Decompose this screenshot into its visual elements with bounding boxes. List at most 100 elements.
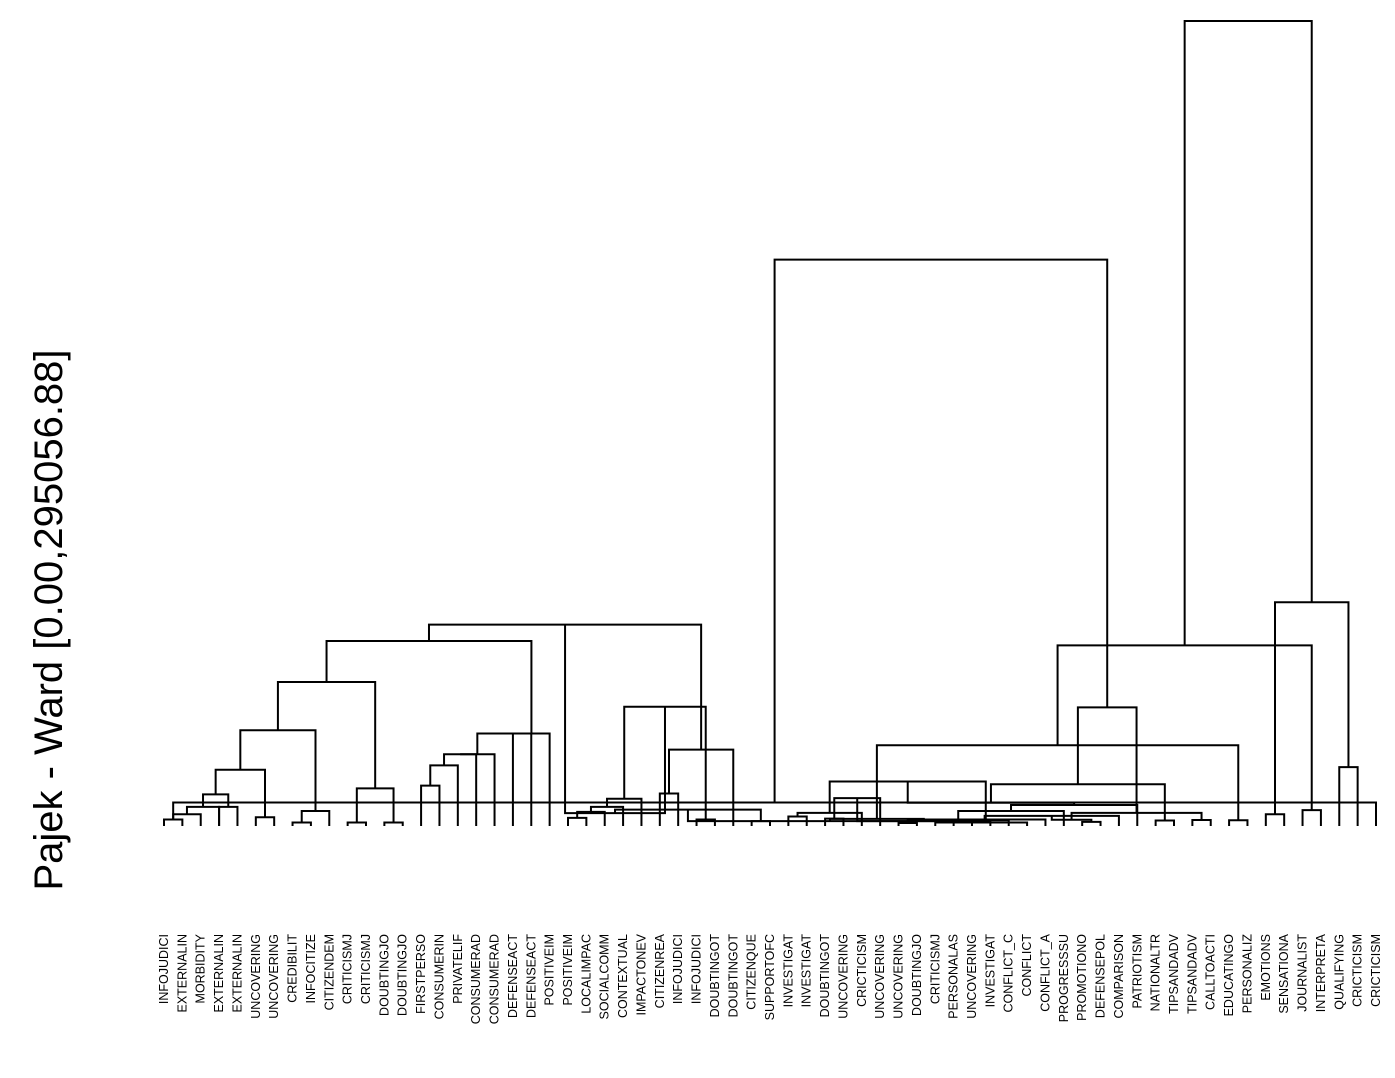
leaf-label: QUALIFYING: [1332, 934, 1346, 1010]
dendrogram-branch: [163, 818, 184, 826]
dendrogram-branch: [614, 808, 762, 822]
leaf-label: CONSUMERAD: [469, 934, 483, 1024]
dendrogram-branch: [420, 784, 441, 826]
leaf-label: CONTEXTUAL: [616, 934, 630, 1018]
leaf-label: CALLTOACTI: [1204, 934, 1218, 1010]
leaf-label: EXTERNALIN: [175, 934, 189, 1013]
dendrogram-branch: [185, 805, 221, 826]
leaf-labels: INFOJUDICI EXTERNALIN MORBIDITY EXTERNALIN E…: [157, 933, 1383, 1024]
leaf-label: INVESTIGAT: [800, 934, 814, 1008]
leaf-label: MORBIDITY: [194, 933, 208, 1003]
leaf-label: CONFLICT_C: [1002, 934, 1016, 1012]
dendrogram-branch: [1183, 20, 1313, 646]
dendrogram-branch: [1228, 819, 1249, 826]
leaf-label: DEFENSEACT: [524, 934, 538, 1018]
dendrogram-branch: [944, 821, 1029, 826]
dendrogram-branch: [1076, 706, 1138, 813]
leaf-label: DOUBTINGJO: [396, 934, 410, 1016]
dendrogram-branch: [576, 810, 606, 826]
dendrogram-branch: [1056, 644, 1313, 811]
leaf-label: DOUBTINGOT: [708, 934, 722, 1018]
leaf-label: PERSONALIZ: [1240, 934, 1254, 1014]
leaf-label: UNCOVERING: [965, 934, 979, 1019]
dendrogram-branch: [172, 801, 1377, 826]
leaf-label: DEFENSEPOL: [1094, 934, 1108, 1018]
dendrogram-branch: [443, 753, 478, 826]
leaf-label: COMPARISON: [1112, 934, 1126, 1019]
dendrogram-branch: [460, 753, 496, 826]
leaf-label: CITIZENDEM: [322, 934, 336, 1010]
leaf-label: CRICTICISM: [1369, 934, 1383, 1007]
leaf-label: SOCIALCOMM: [598, 934, 612, 1019]
leaf-label: PROMOTIONO: [1075, 934, 1089, 1021]
dendrogram-branch: [254, 816, 276, 826]
leaf-label: POSITIVEIM: [543, 934, 557, 1006]
dendrogram-branch: [983, 814, 1120, 826]
leaf-label: UNCOVERING: [892, 934, 906, 1019]
dendrogram-branch: [1338, 766, 1359, 826]
leaf-label: INFOJUDICI: [690, 934, 704, 1004]
leaf-label: CRITICISMJ: [928, 934, 942, 1004]
leaf-label: CRICTICISM: [1351, 934, 1365, 1007]
leaf-label: POSITIVEIM: [561, 934, 575, 1006]
leaf-label: FIRSTPERSO: [414, 934, 428, 1014]
leaf-label: INVESTIGAT: [983, 934, 997, 1008]
dendrogram-branch: [1191, 818, 1212, 826]
dendrogram-branch: [325, 640, 533, 734]
dendrogram-branch: [427, 623, 703, 750]
leaf-label: PROGRESSSU: [1057, 934, 1071, 1022]
leaf-label: DEFENSEACT: [506, 934, 520, 1018]
leaf-label: TIPSANDADV: [1167, 933, 1181, 1014]
dendrogram-branch: [355, 787, 395, 823]
dendrogram-branch: [291, 821, 312, 826]
dendrogram-branch: [383, 821, 404, 826]
leaf-label: EDUCATINGO: [1222, 934, 1236, 1017]
dendrogram-branch: [875, 744, 1240, 821]
leaf-label: CITIZENREA: [653, 933, 667, 1008]
leaf-label: INFOCITIZE: [304, 934, 318, 1003]
dendrogram-branch: [300, 809, 331, 826]
dendrogram-branch: [218, 805, 239, 826]
dendrogram-branch: [1301, 809, 1322, 826]
dendrogram-branch: [346, 821, 367, 826]
leaf-label: CRITICISMJ: [359, 934, 373, 1004]
leaf-label: EXTERNALIN: [230, 934, 244, 1013]
dendrogram-branch: [564, 624, 666, 815]
dendrogram-branch: [1050, 815, 1093, 822]
dendrogram-branch: [567, 816, 588, 826]
dendrogram-branch: [897, 821, 918, 826]
leaf-label: CRICTICISM: [855, 934, 869, 1007]
dendrogram-branch: [276, 680, 377, 789]
leaf-label: INVESTIGAT: [781, 934, 795, 1008]
leaf-label: CONSUMERAD: [488, 934, 502, 1024]
leaf-label: NATIONALTR: [1149, 934, 1163, 1011]
leaf-label: UNCOVERING: [249, 934, 263, 1019]
leaf-label: UNCOVERING: [873, 934, 887, 1019]
dendrogram-branches: [163, 20, 1377, 826]
leaf-label: PRIVATELIF: [451, 934, 465, 1004]
y-axis-label: Pajek - Ward [0.00,295056.88]: [27, 349, 71, 890]
dendrogram-branch: [833, 797, 882, 826]
leaf-label: DOUBTINGOT: [818, 934, 832, 1018]
leaf-label: CONFLICT_A: [1038, 933, 1052, 1011]
dendrogram-branch: [1264, 813, 1286, 826]
dendrogram-branch: [429, 764, 459, 826]
leaf-label: CONSUMERIN: [432, 934, 446, 1019]
dendrogram-branch: [1081, 820, 1102, 826]
leaf-label: EXTERNALIN: [212, 934, 226, 1013]
leaf-label: SUPPORTOFC: [763, 934, 777, 1020]
dendrogram-branch: [1154, 819, 1175, 826]
leaf-label: INFOJUDICI: [157, 934, 171, 1004]
leaf-label: CONFLICT: [1020, 934, 1034, 997]
leaf-label: SENSATIONA: [1277, 933, 1291, 1013]
dendrogram-branch: [773, 258, 1109, 803]
leaf-label: TIPSANDADV: [1185, 933, 1199, 1014]
leaf-label: INFOJUDICI: [671, 934, 685, 1004]
leaf-label: CRITICISMJ: [341, 934, 355, 1004]
leaf-label: DOUBTINGOT: [726, 934, 740, 1018]
leaf-label: INTERPRETA: [1314, 933, 1328, 1012]
leaf-label: CREDIBILIT: [286, 934, 300, 1003]
dendrogram-branch: [513, 732, 551, 826]
leaf-label: LOCALIMPAC: [579, 934, 593, 1014]
